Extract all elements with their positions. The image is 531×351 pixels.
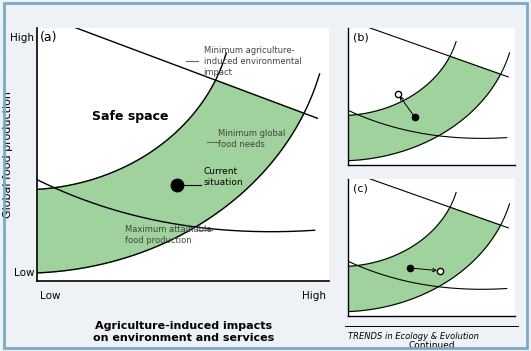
Polygon shape	[328, 56, 501, 161]
Text: (c): (c)	[353, 183, 367, 193]
Text: Low: Low	[40, 291, 61, 301]
Text: High: High	[302, 291, 327, 301]
Text: Low: Low	[14, 268, 34, 278]
Text: High: High	[10, 33, 34, 43]
Text: Agriculture-induced impacts
on environment and services: Agriculture-induced impacts on environme…	[92, 321, 274, 343]
Text: Continued
conventional
intensification: Continued conventional intensification	[399, 340, 464, 351]
Text: Maximum attainable
food production: Maximum attainable food production	[125, 225, 211, 245]
Text: (a): (a)	[40, 31, 57, 44]
Text: Safe space: Safe space	[92, 110, 169, 123]
Polygon shape	[328, 207, 501, 312]
Polygon shape	[3, 80, 304, 273]
Text: (b): (b)	[353, 32, 369, 42]
Text: Ecological
intensification: Ecological intensification	[399, 190, 464, 209]
Text: Current
situation: Current situation	[204, 167, 243, 187]
Text: Global food production: Global food production	[3, 91, 13, 218]
Text: Minimum global
food needs: Minimum global food needs	[218, 129, 286, 149]
Text: TRENDS in Ecology & Evolution: TRENDS in Ecology & Evolution	[348, 332, 478, 341]
Text: Minimum agriculture-
induced environmental
impact: Minimum agriculture- induced environment…	[204, 46, 302, 77]
